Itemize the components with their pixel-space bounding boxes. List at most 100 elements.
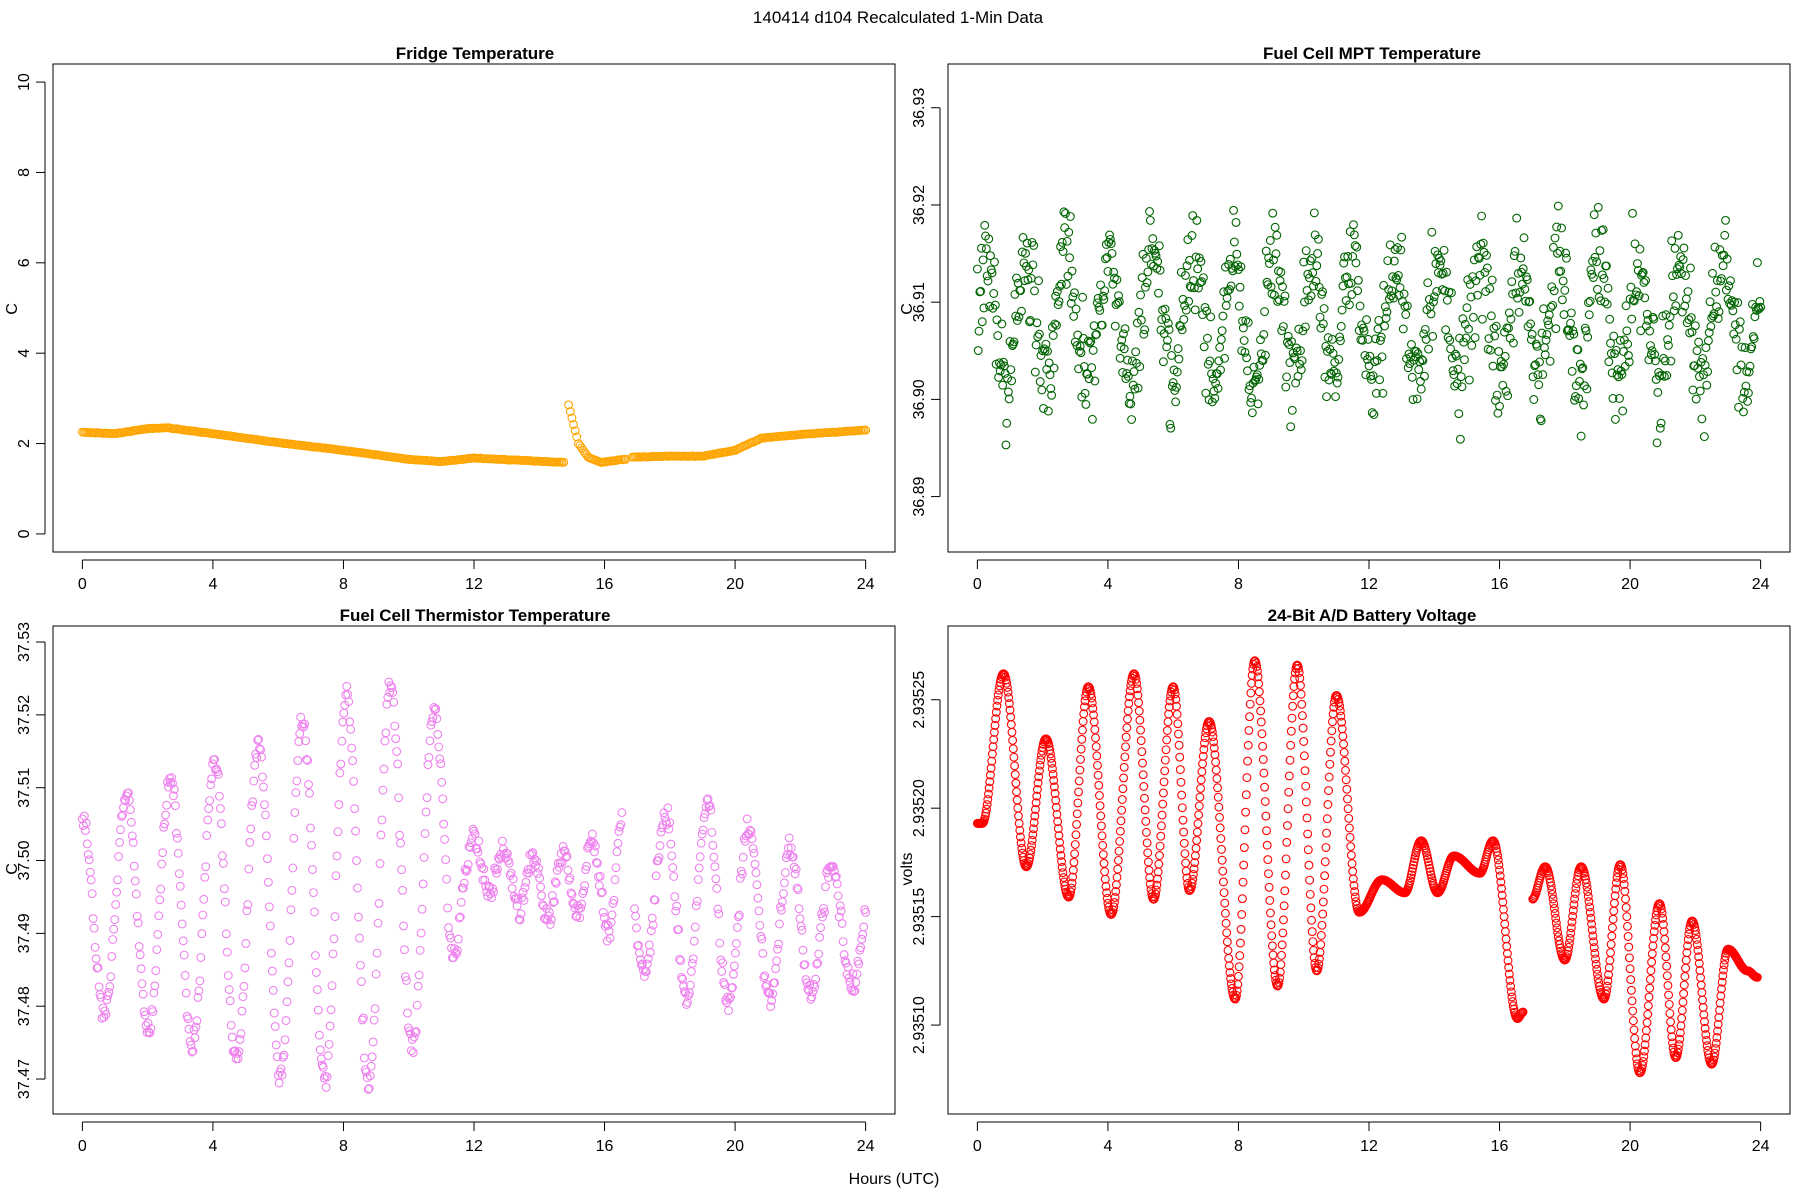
battery-voltage-point: [1350, 892, 1360, 902]
battery-voltage-x-tick-label: 8: [1234, 1138, 1243, 1155]
fuel-cell-thermistor-temperature-point: [408, 1048, 418, 1058]
battery-voltage-point: [1680, 972, 1690, 981]
fuel-cell-mpt-temperature-point: [1020, 276, 1030, 286]
fuel-cell-thermistor-temperature-point: [580, 881, 590, 891]
fuel-cell-mpt-temperature-point: [1184, 296, 1194, 306]
battery-voltage-point: [1048, 769, 1058, 779]
battery-voltage-point: [1051, 802, 1061, 812]
fuel-cell-mpt-temperature-point: [1457, 382, 1467, 392]
fuel-cell-mpt-temperature-point: [1276, 267, 1286, 277]
fuel-cell-thermistor-temperature-point: [159, 822, 169, 832]
fuel-cell-thermistor-temperature-point: [527, 849, 537, 859]
fuel-cell-mpt-temperature-point: [1275, 276, 1285, 286]
fuel-cell-thermistor-temperature-point: [349, 776, 359, 786]
battery-voltage-point: [1495, 865, 1504, 875]
battery-voltage-point: [1220, 908, 1230, 918]
fuel-cell-mpt-temperature-point: [1313, 234, 1323, 244]
fuel-cell-thermistor-temperature-point: [782, 850, 792, 860]
fuel-cell-mpt-temperature-point: [1749, 334, 1759, 344]
fuel-cell-mpt-temperature-point: [1419, 329, 1429, 339]
battery-voltage-point: [1207, 727, 1217, 737]
battery-voltage-point: [1317, 920, 1327, 930]
battery-voltage-point: [1493, 855, 1503, 865]
fuel-cell-thermistor-temperature-point: [728, 983, 737, 992]
fuel-cell-mpt-temperature-point: [1503, 391, 1513, 401]
fuel-cell-mpt-temperature-point: [1484, 334, 1494, 343]
fuel-cell-mpt-temperature-point: [1166, 423, 1176, 433]
fuel-cell-thermistor-temperature-point: [612, 847, 622, 857]
fuel-cell-mpt-temperature-point: [1442, 295, 1452, 305]
battery-voltage-y-tick-label: 2.93525: [911, 671, 928, 729]
battery-voltage-point: [1264, 882, 1274, 892]
battery-voltage-point: [1304, 860, 1314, 870]
fuel-cell-mpt-temperature-point: [1103, 266, 1113, 276]
fuel-cell-thermistor-temperature-point: [222, 947, 232, 957]
battery-voltage-point: [1683, 935, 1693, 944]
battery-voltage-point: [1098, 840, 1108, 850]
fuel-cell-thermistor-temperature-point: [188, 1046, 198, 1056]
battery-voltage-point: [1058, 868, 1068, 878]
figure-title: 140414 d104 Recalculated 1-Min Data: [753, 8, 1044, 27]
fuel-cell-mpt-temperature-point: [1234, 301, 1244, 311]
battery-voltage-point: [1243, 756, 1253, 766]
fuel-cell-mpt-temperature-point: [1581, 326, 1591, 336]
fuel-cell-thermistor-temperature-point: [308, 888, 318, 898]
fuel-cell-thermistor-temperature-point: [598, 907, 608, 917]
fuel-cell-thermistor-temperature-point: [399, 921, 408, 931]
fuel-cell-mpt-temperature-point: [1287, 337, 1296, 346]
fuel-cell-thermistor-temperature-point: [567, 889, 577, 899]
fuel-cell-mpt-temperature-point: [1585, 296, 1595, 306]
fridge-temperature-x-tick-label: 12: [465, 576, 483, 593]
fuel-cell-thermistor-temperature-point: [358, 1013, 368, 1023]
fuel-cell-mpt-temperature-point: [1584, 298, 1593, 308]
fuel-cell-mpt-temperature-point: [1181, 305, 1191, 315]
fuel-cell-mpt-temperature-point: [1673, 230, 1683, 240]
fuel-cell-mpt-temperature-point: [1509, 251, 1519, 261]
battery-voltage-point: [1617, 865, 1627, 875]
fuel-cell-mpt-temperature-point: [1371, 388, 1381, 398]
fuel-cell-mpt-temperature-point: [1313, 249, 1323, 258]
fuel-cell-thermistor-temperature-point: [455, 912, 465, 922]
fuel-cell-thermistor-temperature-point: [402, 1008, 412, 1018]
battery-voltage-point: [1606, 939, 1616, 949]
battery-voltage-point: [1121, 732, 1131, 742]
battery-voltage-point: [1188, 869, 1198, 879]
battery-voltage-point: [1282, 821, 1292, 830]
fuel-cell-thermistor-temperature-point: [327, 981, 337, 991]
battery-voltage-point: [1151, 885, 1161, 895]
fuel-cell-mpt-temperature-point: [1003, 387, 1013, 397]
battery-voltage-point: [1214, 802, 1224, 812]
fridge-temperature-x-tick-label: 8: [339, 576, 348, 593]
fuel-cell-mpt-temperature-point: [1043, 406, 1053, 416]
battery-voltage-point: [1277, 940, 1287, 950]
fuel-cell-mpt-temperature-point: [977, 317, 987, 327]
fuel-cell-thermistor-temperature-point: [671, 906, 681, 916]
fuel-cell-thermistor-temperature-point: [521, 877, 531, 887]
battery-voltage-point: [1159, 777, 1169, 787]
fuel-cell-thermistor-temperature-point: [590, 841, 600, 851]
battery-voltage-point: [1016, 838, 1026, 848]
battery-voltage-point: [1218, 866, 1228, 876]
battery-voltage-point: [1092, 751, 1102, 761]
battery-voltage-point: [1157, 810, 1167, 820]
fuel-cell-thermistor-temperature-point: [396, 838, 406, 848]
fuel-cell-mpt-temperature-point: [1655, 423, 1665, 433]
battery-voltage-point: [1114, 846, 1124, 856]
battery-voltage-point: [1089, 710, 1099, 720]
fuel-cell-mpt-temperature-point: [1009, 337, 1019, 347]
fuel-cell-thermistor-temperature-point: [674, 924, 684, 934]
battery-voltage-point: [1627, 996, 1637, 1006]
fuel-cell-mpt-temperature-point: [1557, 295, 1567, 305]
fuel-cell-thermistor-temperature-point: [550, 877, 560, 887]
fuel-cell-mpt-temperature-point: [1180, 271, 1190, 280]
battery-voltage-point: [1717, 977, 1727, 987]
battery-voltage-point: [1287, 713, 1297, 723]
fuel-cell-mpt-temperature-point: [1670, 243, 1680, 253]
fuel-cell-thermistor-temperature-point: [818, 912, 827, 922]
fuel-cell-mpt-temperature-point: [1615, 335, 1625, 345]
fuel-cell-mpt-temperature-point: [1743, 388, 1753, 398]
battery-voltage-point: [1679, 989, 1689, 999]
battery-voltage-point: [1134, 698, 1144, 708]
figure-x-axis-label: Hours (UTC): [849, 1171, 940, 1188]
fuel-cell-mpt-temperature-point: [1694, 337, 1704, 347]
